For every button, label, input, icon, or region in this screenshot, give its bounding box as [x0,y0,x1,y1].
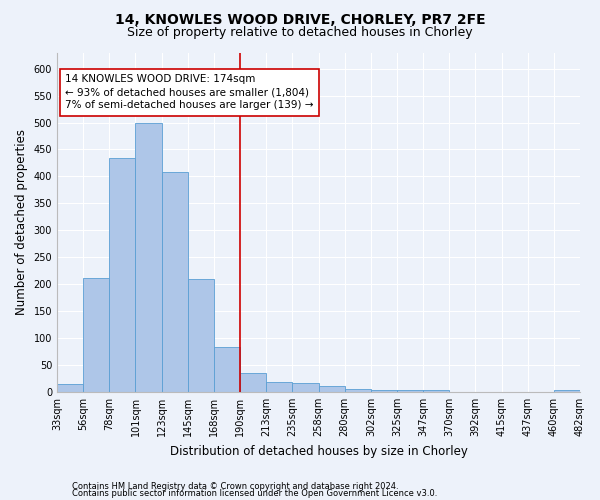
Bar [188,280,214,392]
Text: Contains HM Land Registry data © Crown copyright and database right 2024.: Contains HM Land Registry data © Crown c… [72,482,398,491]
Y-axis label: Number of detached properties: Number of detached properties [15,129,28,315]
Bar [83,278,109,392]
Bar [266,382,292,392]
Bar [423,390,449,392]
Bar [240,372,266,392]
Text: 14, KNOWLES WOOD DRIVE, CHORLEY, PR7 2FE: 14, KNOWLES WOOD DRIVE, CHORLEY, PR7 2FE [115,12,485,26]
Bar [57,384,83,392]
Bar [214,347,240,392]
Bar [319,386,344,392]
Bar [344,389,371,392]
Bar [109,158,136,392]
Bar [292,384,319,392]
Bar [397,390,423,392]
Text: 14 KNOWLES WOOD DRIVE: 174sqm
← 93% of detached houses are smaller (1,804)
7% of: 14 KNOWLES WOOD DRIVE: 174sqm ← 93% of d… [65,74,313,110]
Bar [161,172,188,392]
Bar [371,390,397,392]
X-axis label: Distribution of detached houses by size in Chorley: Distribution of detached houses by size … [170,444,467,458]
Bar [136,122,161,392]
Text: Size of property relative to detached houses in Chorley: Size of property relative to detached ho… [127,26,473,39]
Bar [554,390,580,392]
Text: Contains public sector information licensed under the Open Government Licence v3: Contains public sector information licen… [72,489,437,498]
